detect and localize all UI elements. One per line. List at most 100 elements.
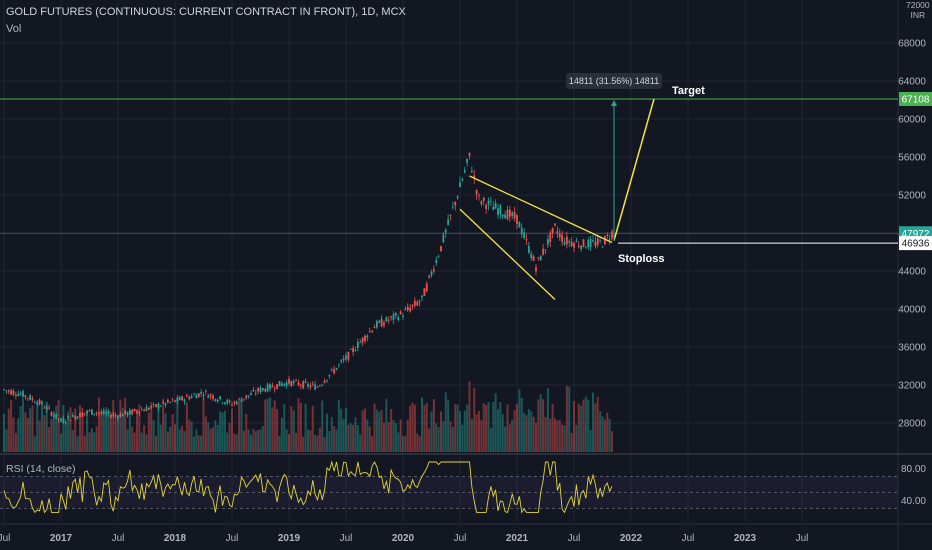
price-label-badge bbox=[899, 236, 932, 251]
candle-body bbox=[10, 390, 13, 395]
volume-bar bbox=[204, 416, 207, 452]
volume-bar bbox=[454, 404, 457, 452]
candle-body bbox=[214, 399, 217, 401]
volume-bar bbox=[589, 430, 592, 452]
volume-bar bbox=[231, 408, 233, 452]
volume-bar bbox=[128, 411, 131, 452]
volume-bar bbox=[295, 432, 298, 452]
volume-bar bbox=[504, 426, 507, 452]
measure-label: 14811 (31.56%) 14811 bbox=[569, 76, 659, 86]
candle-body bbox=[577, 245, 580, 247]
candle-body bbox=[254, 392, 257, 394]
candle-body bbox=[487, 200, 490, 205]
volume-bar bbox=[24, 412, 27, 452]
volume-bar bbox=[162, 406, 165, 452]
volume-bar bbox=[283, 404, 286, 452]
volume-bar bbox=[185, 402, 188, 452]
volume-bar bbox=[140, 432, 143, 452]
volume-bar bbox=[57, 400, 60, 452]
price-label-text: 46936 bbox=[902, 239, 930, 250]
volume-bar bbox=[399, 419, 402, 452]
rsi-pane bbox=[0, 460, 898, 514]
candle-body bbox=[290, 381, 293, 387]
volume-bar bbox=[273, 400, 276, 452]
volume-bar bbox=[252, 428, 255, 452]
volume-bar bbox=[112, 399, 115, 452]
volume-bar bbox=[10, 399, 13, 452]
candle-body bbox=[525, 239, 528, 240]
volume-bar bbox=[254, 431, 257, 452]
volume-bar bbox=[109, 414, 112, 452]
price-tick-label: 40000 bbox=[898, 305, 926, 316]
price-axis[interactable]: 6800064000600005600052000480004400040000… bbox=[898, 39, 932, 507]
candle-body bbox=[242, 398, 245, 400]
volume-bar bbox=[95, 426, 98, 452]
candle-body bbox=[556, 231, 559, 234]
candle-body bbox=[183, 399, 186, 402]
candle-body bbox=[596, 238, 599, 245]
volume-bar bbox=[316, 435, 319, 452]
candle-body bbox=[466, 158, 469, 163]
volume-bar bbox=[212, 427, 214, 452]
candle-body bbox=[216, 399, 219, 402]
volume-bar bbox=[304, 403, 307, 452]
candle-body bbox=[159, 405, 162, 407]
volume-bar bbox=[271, 407, 274, 452]
candle-body bbox=[447, 219, 450, 225]
candle-body bbox=[152, 403, 155, 405]
price-label-text: 47972 bbox=[902, 229, 930, 240]
candle-body bbox=[402, 315, 404, 317]
volume-bar bbox=[466, 404, 469, 452]
candle-body bbox=[133, 408, 136, 412]
candle-body bbox=[79, 412, 81, 418]
currency-label: 72000 INR bbox=[906, 0, 930, 20]
volume-bar bbox=[508, 424, 511, 452]
volume-bar bbox=[561, 424, 564, 452]
candle-body bbox=[169, 401, 172, 403]
wedge-upper-line bbox=[469, 175, 613, 244]
volume-bar bbox=[592, 392, 594, 452]
volume-bar bbox=[387, 422, 390, 452]
volume-bar bbox=[390, 409, 393, 452]
volume-bar bbox=[501, 414, 504, 452]
volume-bar bbox=[190, 421, 193, 452]
volume-bar bbox=[492, 402, 495, 452]
candle-body bbox=[302, 381, 305, 389]
volume-bar bbox=[26, 417, 29, 452]
volume-bar bbox=[69, 407, 72, 452]
volume-bar bbox=[309, 430, 312, 452]
volume-bar bbox=[131, 426, 134, 452]
volume-bar bbox=[276, 409, 279, 452]
volume-bar bbox=[197, 435, 200, 452]
candle-body bbox=[425, 283, 428, 292]
candle-body bbox=[112, 413, 115, 416]
volume-bar bbox=[219, 411, 222, 452]
volume-bar bbox=[292, 410, 295, 452]
volume-bar bbox=[432, 399, 435, 452]
candle-body bbox=[155, 404, 157, 407]
volume-bar bbox=[79, 405, 81, 452]
volume-bar bbox=[136, 409, 138, 452]
volume-bar bbox=[214, 420, 217, 452]
volume-bar bbox=[537, 399, 540, 452]
volume-bar bbox=[64, 422, 67, 452]
candle-body bbox=[223, 402, 226, 404]
volume-bar bbox=[71, 430, 74, 452]
volume-bar bbox=[437, 427, 440, 452]
candle-body bbox=[539, 255, 542, 261]
volume-bar bbox=[288, 434, 290, 452]
volume-bar bbox=[19, 406, 22, 452]
candle-body bbox=[535, 267, 537, 272]
volume-bar bbox=[601, 416, 604, 452]
volume-bar bbox=[487, 401, 490, 452]
volume-bar bbox=[117, 414, 119, 452]
volume-bar bbox=[100, 410, 103, 452]
volume-bar bbox=[497, 409, 499, 452]
volume-bar bbox=[511, 419, 514, 452]
volume-bar bbox=[573, 401, 575, 452]
candle-body bbox=[140, 409, 143, 411]
volume-bar bbox=[226, 432, 229, 452]
time-axis[interactable]: Jul 2017 Jul 2018 Jul 2019 Jul 2020 Jul 2021 Jul 20… bbox=[0, 533, 808, 544]
candle-body bbox=[575, 240, 578, 242]
